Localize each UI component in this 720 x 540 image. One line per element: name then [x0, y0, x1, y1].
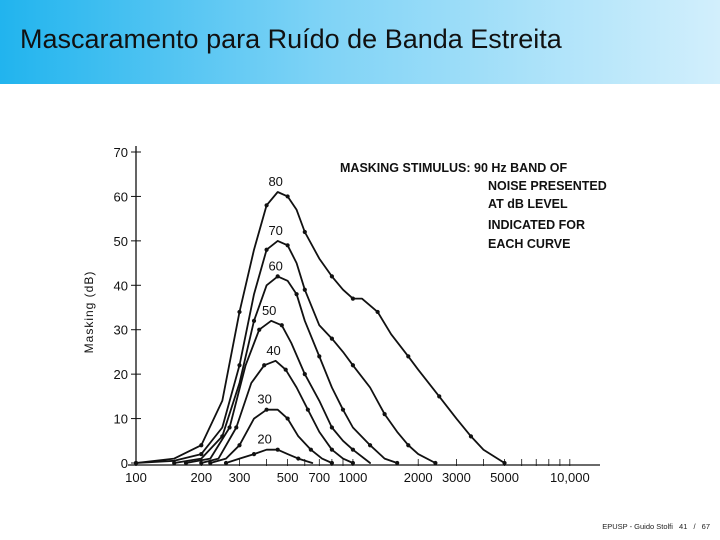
data-point	[262, 363, 267, 368]
x-tick-label: 1000	[338, 470, 367, 485]
page-number: 41	[679, 522, 688, 531]
series-line-70	[135, 240, 437, 464]
y-tick-label: 50	[114, 234, 128, 249]
title-bar: Mascaramento para Ruído de Banda Estreit…	[0, 0, 720, 84]
data-point	[437, 394, 442, 399]
data-point	[329, 274, 334, 279]
curve-label-30: 30	[257, 392, 271, 407]
data-point	[433, 460, 438, 466]
data-point	[279, 323, 284, 328]
data-point	[199, 443, 204, 448]
series-line-20	[225, 448, 314, 464]
x-tick-label: 10,000	[550, 470, 590, 485]
curve-label-20: 20	[257, 432, 271, 447]
x-tick-label: 2000	[404, 470, 433, 485]
data-point	[367, 443, 373, 448]
data-point	[237, 443, 242, 448]
data-point	[264, 247, 269, 252]
data-point	[340, 407, 346, 412]
y-axis-title: Masking (dB)	[82, 271, 96, 354]
y-tick-label: 60	[114, 189, 128, 204]
data-point	[294, 292, 299, 297]
annotation-line: AT dB LEVEL	[488, 197, 568, 211]
data-point	[183, 460, 189, 466]
slide-footer: EPUSP - Guido Stolfi 41 / 67	[598, 522, 710, 531]
data-point	[350, 460, 356, 466]
y-tick-label: 70	[114, 145, 128, 160]
data-point	[223, 460, 229, 466]
data-point	[283, 367, 288, 372]
annotation-line: MASKING STIMULUS: 90 Hz BAND OF	[340, 161, 567, 175]
page-total: 67	[701, 522, 710, 531]
data-point	[285, 416, 290, 421]
data-point	[251, 452, 257, 457]
data-point	[317, 354, 322, 359]
y-tick-label: 30	[114, 323, 128, 338]
y-tick-label: 40	[114, 278, 128, 293]
data-point	[329, 460, 334, 466]
data-point	[264, 203, 269, 208]
y-tick-label: 10	[114, 412, 128, 427]
data-point	[382, 412, 387, 417]
data-point	[329, 336, 334, 341]
data-point	[395, 460, 400, 466]
data-point	[406, 443, 411, 448]
curve-label-40: 40	[266, 343, 280, 358]
curve-label-50: 50	[262, 303, 276, 318]
x-tick-label: 200	[190, 470, 212, 485]
slide-title: Mascaramento para Ruído de Banda Estreit…	[20, 24, 562, 54]
annotation-line: NOISE PRESENTED	[488, 179, 607, 193]
data-point	[468, 434, 474, 439]
data-point	[264, 407, 269, 412]
data-point	[302, 287, 307, 292]
x-tick-label: 500	[277, 470, 299, 485]
data-point	[227, 425, 232, 430]
data-point	[208, 460, 213, 466]
data-point	[275, 274, 280, 279]
x-tick-label: 300	[229, 470, 251, 485]
data-point	[308, 447, 313, 452]
data-point	[350, 363, 356, 368]
y-tick-label: 20	[114, 367, 128, 382]
data-point	[296, 456, 301, 461]
data-point	[350, 447, 356, 452]
series-line-50	[185, 319, 371, 464]
data-point	[237, 363, 242, 368]
data-point	[350, 296, 356, 301]
page-separator: /	[693, 522, 696, 531]
curve-label-70: 70	[268, 223, 282, 238]
data-point	[199, 452, 204, 457]
data-point	[329, 447, 334, 452]
annotation-line: INDICATED FOR	[488, 218, 585, 232]
data-point	[406, 354, 411, 359]
curve-label-60: 60	[268, 258, 282, 273]
data-point	[234, 425, 239, 430]
x-tick-label: 5000	[490, 470, 519, 485]
data-point	[251, 318, 257, 323]
data-point	[257, 327, 262, 332]
data-point	[237, 309, 242, 315]
data-point	[285, 243, 290, 248]
x-tick-label: 700	[308, 470, 330, 485]
data-point	[375, 309, 380, 315]
x-tick-label: 3000	[442, 470, 471, 485]
series-line-30	[209, 408, 333, 464]
x-tick-label: 100	[125, 470, 147, 485]
data-point	[133, 460, 139, 466]
y-tick-label: 0	[121, 456, 128, 471]
curve-label-80: 80	[268, 174, 282, 189]
annotation-line: EACH CURVE	[488, 237, 570, 251]
data-point	[302, 372, 307, 377]
data-point	[199, 460, 204, 466]
data-point	[502, 460, 507, 466]
data-point	[172, 460, 177, 466]
data-point	[305, 407, 310, 412]
data-point	[275, 447, 280, 452]
data-point	[329, 425, 334, 430]
data-point	[302, 229, 307, 235]
data-point	[285, 194, 290, 199]
footer-source: EPUSP - Guido Stolfi	[602, 522, 673, 531]
